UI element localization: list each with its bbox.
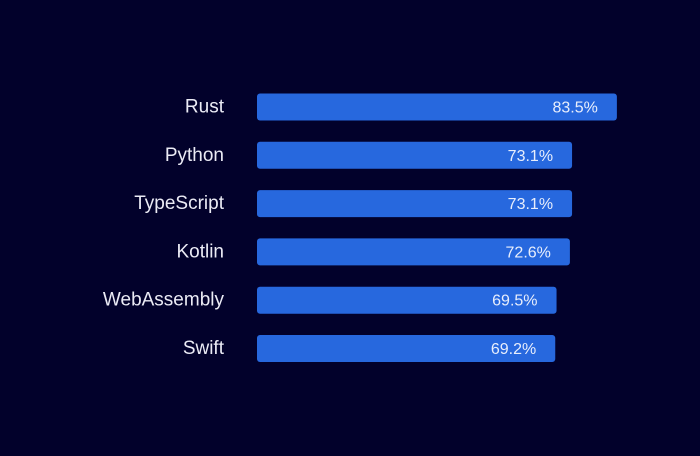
value-label-kotlin: 72.6% — [506, 244, 551, 261]
value-label-python: 73.1% — [508, 148, 553, 165]
value-label-swift: 69.2% — [491, 341, 536, 358]
category-label-typescript: TypeScript — [134, 193, 224, 214]
value-label-typescript: 73.1% — [508, 196, 553, 213]
category-label-python: Python — [165, 145, 224, 166]
value-label-webassembly: 69.5% — [492, 293, 537, 310]
category-label-webassembly: WebAssembly — [103, 290, 225, 311]
bars-group: Rust 83.5% Python 73.1% TypeScript 73.1% Kotli… — [103, 93, 617, 362]
value-label-rust: 83.5% — [553, 100, 598, 117]
bar-typescript — [257, 190, 573, 218]
category-label-swift: Swift — [183, 338, 225, 359]
bar-rust — [257, 93, 617, 121]
bar-swift — [257, 335, 556, 362]
bar-python — [257, 141, 573, 169]
category-label-kotlin: Kotlin — [176, 241, 224, 262]
category-label-rust: Rust — [185, 97, 225, 118]
bar-kotlin — [257, 238, 570, 266]
bar-webassembly — [257, 286, 557, 314]
